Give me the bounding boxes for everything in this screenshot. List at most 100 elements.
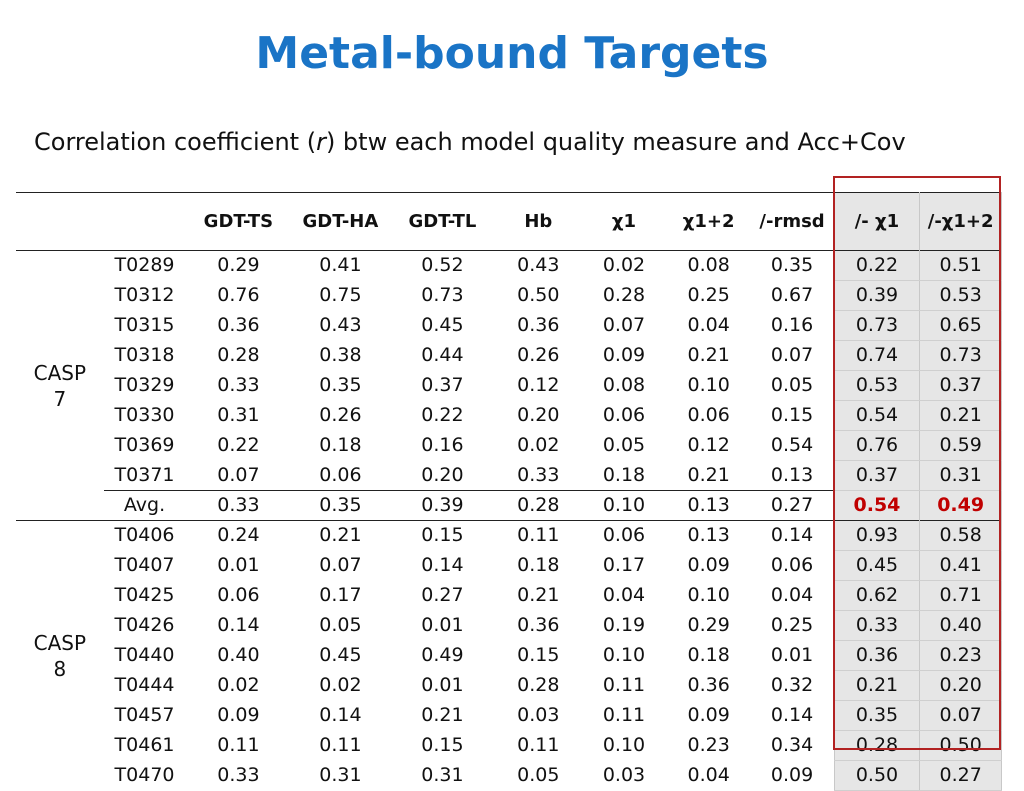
table-row: T0329 0.33 0.35 0.37 0.12 0.08 0.10 0.05 0.53 0.3… bbox=[16, 370, 1002, 401]
value-cell: 0.17 bbox=[602, 554, 646, 576]
value-cell: 0.59 bbox=[919, 430, 1002, 461]
value-cell: 0.01 bbox=[770, 644, 814, 666]
value-cell: 0.11 bbox=[602, 674, 646, 696]
value-cell: 0.52 bbox=[421, 254, 464, 277]
value-cell: 0.04 bbox=[770, 584, 814, 606]
value-cell: 0.33 bbox=[217, 764, 260, 786]
value-cell: 0.28 bbox=[495, 490, 582, 521]
column-header: χ1 bbox=[611, 211, 637, 232]
value-cell: 0.15 bbox=[517, 644, 560, 666]
value-cell: 0.44 bbox=[421, 344, 464, 366]
value-cell: 0.15 bbox=[389, 520, 496, 551]
value-cell: 0.40 bbox=[217, 644, 260, 666]
target-id: T0369 bbox=[114, 434, 175, 456]
value-cell: 0.33 bbox=[833, 610, 921, 641]
value-cell: 0.21 bbox=[687, 344, 730, 366]
value-cell: 0.20 bbox=[919, 670, 1002, 701]
value-cell: 0.09 bbox=[687, 704, 730, 726]
table-row: T0371 0.07 0.06 0.20 0.33 0.18 0.21 0.13 0.37 0.3… bbox=[16, 460, 1002, 491]
value-cell: 0.09 bbox=[217, 704, 260, 726]
value-cell: 0.05 bbox=[517, 764, 560, 786]
value-cell: 0.74 bbox=[833, 340, 921, 371]
value-cell: 0.06 bbox=[687, 404, 730, 426]
value-cell: 0.03 bbox=[517, 704, 560, 726]
value-cell: 0.31 bbox=[319, 764, 362, 786]
value-cell: 0.11 bbox=[517, 734, 560, 756]
value-cell: 0.07 bbox=[602, 314, 646, 336]
value-cell: 0.10 bbox=[581, 490, 667, 521]
value-cell: 0.50 bbox=[833, 760, 921, 791]
value-cell: 0.23 bbox=[687, 734, 730, 756]
value-cell: 0.02 bbox=[602, 254, 646, 277]
value-cell: 0.14 bbox=[217, 614, 260, 636]
table-row: T0315 0.36 0.43 0.45 0.36 0.07 0.04 0.16 0.73 0.6… bbox=[16, 310, 1002, 341]
value-cell: 0.21 bbox=[833, 670, 921, 701]
column-header: /-χ1+2 bbox=[919, 192, 1002, 251]
value-cell: 0.16 bbox=[421, 434, 464, 456]
value-cell: 0.49 bbox=[421, 644, 464, 666]
value-cell: 0.11 bbox=[319, 734, 362, 756]
value-cell: 0.36 bbox=[833, 640, 921, 671]
value-cell: 0.54 bbox=[833, 490, 921, 521]
table-row: CASP 8 T0406 0.24 0.21 0.15 0.11 0.06 0.13 0.14 0… bbox=[16, 520, 1002, 791]
value-cell: 0.14 bbox=[319, 704, 362, 726]
value-cell: 0.93 bbox=[833, 520, 921, 551]
value-cell: 0.31 bbox=[421, 764, 464, 786]
value-cell: 0.26 bbox=[517, 344, 560, 366]
value-cell: 0.18 bbox=[687, 644, 730, 666]
table-row: T0457 0.09 0.14 0.21 0.03 0.11 0.09 0.14 0.35 0.0… bbox=[16, 700, 1002, 731]
value-cell: 0.39 bbox=[833, 280, 921, 311]
target-id: T0461 bbox=[114, 734, 175, 756]
value-cell: 0.18 bbox=[602, 463, 646, 486]
value-cell: 0.35 bbox=[291, 490, 390, 521]
column-header: χ1+2 bbox=[682, 211, 735, 232]
avg-label: Avg. bbox=[103, 490, 186, 521]
value-cell: 0.41 bbox=[319, 254, 362, 277]
value-cell: 0.20 bbox=[517, 404, 560, 426]
value-cell: 0.36 bbox=[687, 674, 730, 696]
value-cell: 0.31 bbox=[217, 404, 260, 426]
value-cell: 0.10 bbox=[687, 374, 730, 396]
value-cell: 0.38 bbox=[319, 344, 362, 366]
casp7-group: CASP 7 T0289 0.29 0.41 0.52 0.43 0.02 0.08 0.35 0… bbox=[16, 250, 1002, 521]
value-cell: 0.36 bbox=[517, 614, 560, 636]
target-id: T0315 bbox=[114, 314, 175, 336]
value-cell: 0.09 bbox=[770, 764, 814, 786]
column-header bbox=[16, 193, 104, 251]
value-cell: 0.05 bbox=[602, 434, 646, 456]
table-row: T0318 0.28 0.38 0.44 0.26 0.09 0.21 0.07 0.74 0.7… bbox=[16, 340, 1002, 371]
value-cell: 0.36 bbox=[517, 314, 560, 336]
value-cell: 0.34 bbox=[770, 734, 814, 756]
table-row: T0444 0.02 0.02 0.01 0.28 0.11 0.36 0.32 0.21 0.2… bbox=[16, 670, 1002, 701]
value-cell: 0.09 bbox=[602, 344, 646, 366]
value-cell: 0.29 bbox=[217, 254, 260, 277]
value-cell: 0.20 bbox=[421, 463, 464, 486]
value-cell: 0.21 bbox=[687, 463, 730, 486]
value-cell: 0.08 bbox=[602, 374, 646, 396]
value-cell: 0.11 bbox=[217, 734, 260, 756]
value-cell: 0.14 bbox=[750, 520, 835, 551]
value-cell: 0.35 bbox=[833, 700, 921, 731]
value-cell: 0.12 bbox=[517, 374, 560, 396]
value-cell: 0.73 bbox=[421, 284, 464, 306]
column-header: /- χ1 bbox=[833, 192, 921, 251]
value-cell: 0.76 bbox=[833, 430, 921, 461]
value-cell: 0.37 bbox=[919, 370, 1002, 401]
value-cell: 0.15 bbox=[770, 404, 814, 426]
value-cell: 0.28 bbox=[833, 730, 921, 761]
target-id: T0426 bbox=[114, 614, 175, 636]
value-cell: 0.28 bbox=[517, 674, 560, 696]
value-cell: 0.07 bbox=[319, 554, 362, 576]
column-header: GDT-TS bbox=[203, 211, 274, 232]
value-cell: 0.54 bbox=[770, 434, 814, 456]
value-cell: 0.22 bbox=[421, 404, 464, 426]
value-cell: 0.28 bbox=[602, 284, 646, 306]
value-cell: 0.53 bbox=[833, 370, 921, 401]
value-cell: 0.15 bbox=[421, 734, 464, 756]
target-id: T0329 bbox=[114, 374, 175, 396]
value-cell: 0.06 bbox=[319, 463, 362, 486]
table-row: T0470 0.33 0.31 0.31 0.05 0.03 0.04 0.09 0.50 0.2… bbox=[16, 760, 1002, 791]
value-cell: 0.25 bbox=[687, 284, 730, 306]
value-cell: 0.06 bbox=[770, 554, 814, 576]
value-cell: 0.12 bbox=[687, 434, 730, 456]
